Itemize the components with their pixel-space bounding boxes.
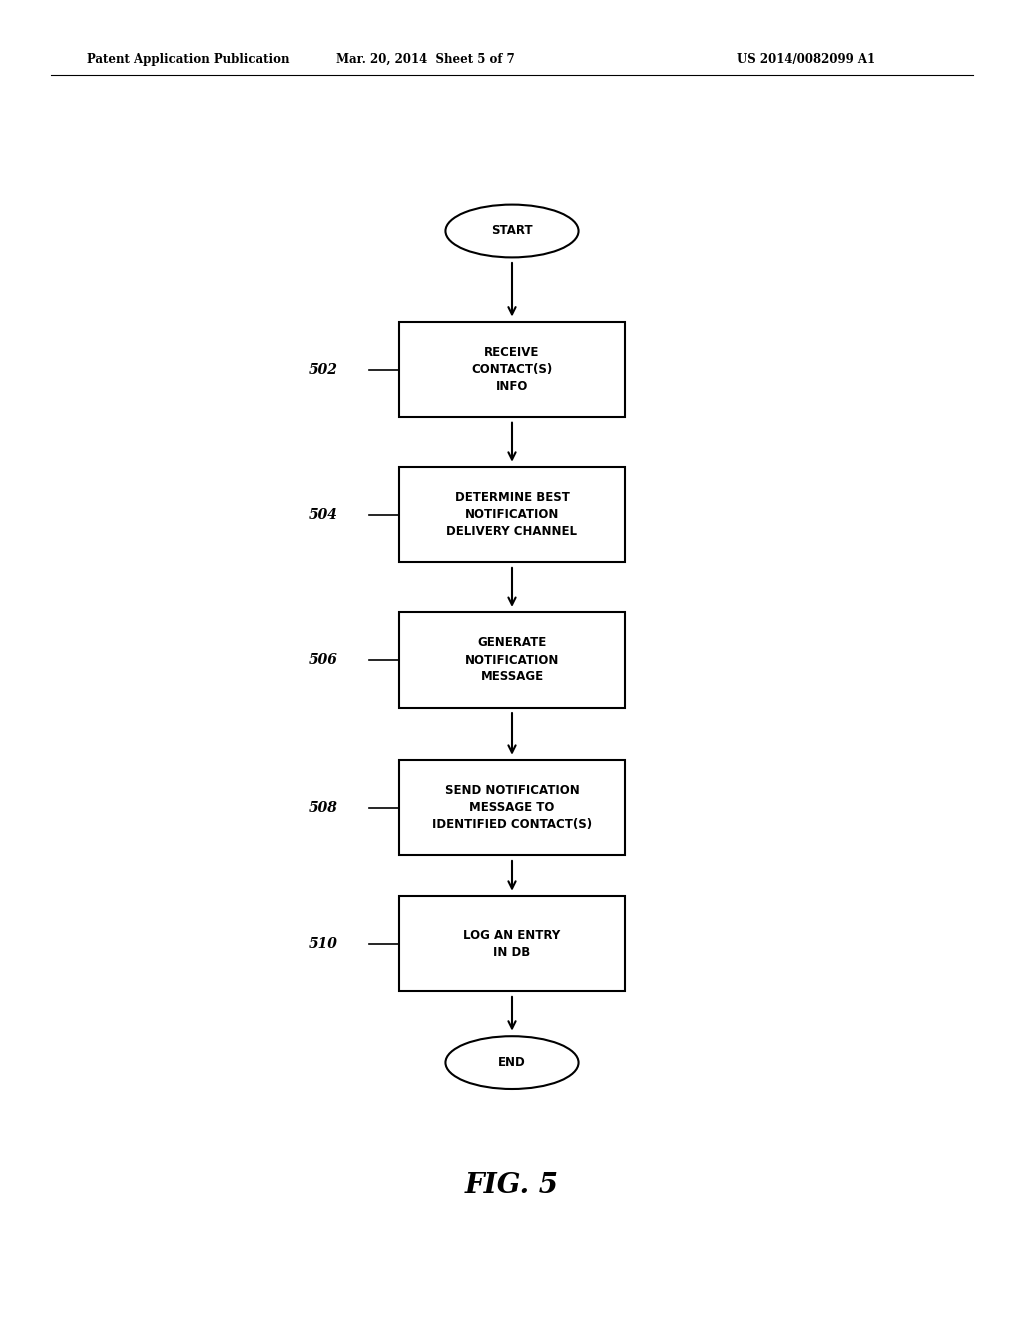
Text: 504: 504 [309, 508, 338, 521]
Text: DETERMINE BEST
NOTIFICATION
DELIVERY CHANNEL: DETERMINE BEST NOTIFICATION DELIVERY CHA… [446, 491, 578, 539]
Text: RECEIVE
CONTACT(S)
INFO: RECEIVE CONTACT(S) INFO [471, 346, 553, 393]
Text: 502: 502 [309, 363, 338, 376]
Text: LOG AN ENTRY
IN DB: LOG AN ENTRY IN DB [464, 929, 560, 958]
Text: Patent Application Publication: Patent Application Publication [87, 53, 290, 66]
Text: Mar. 20, 2014  Sheet 5 of 7: Mar. 20, 2014 Sheet 5 of 7 [336, 53, 514, 66]
Text: GENERATE
NOTIFICATION
MESSAGE: GENERATE NOTIFICATION MESSAGE [465, 636, 559, 684]
Text: SEND NOTIFICATION
MESSAGE TO
IDENTIFIED CONTACT(S): SEND NOTIFICATION MESSAGE TO IDENTIFIED … [432, 784, 592, 832]
Text: US 2014/0082099 A1: US 2014/0082099 A1 [737, 53, 876, 66]
Text: 510: 510 [309, 937, 338, 950]
Text: 508: 508 [309, 801, 338, 814]
Text: END: END [498, 1056, 526, 1069]
Text: START: START [492, 224, 532, 238]
Text: 506: 506 [309, 653, 338, 667]
Text: FIG. 5: FIG. 5 [465, 1172, 559, 1199]
